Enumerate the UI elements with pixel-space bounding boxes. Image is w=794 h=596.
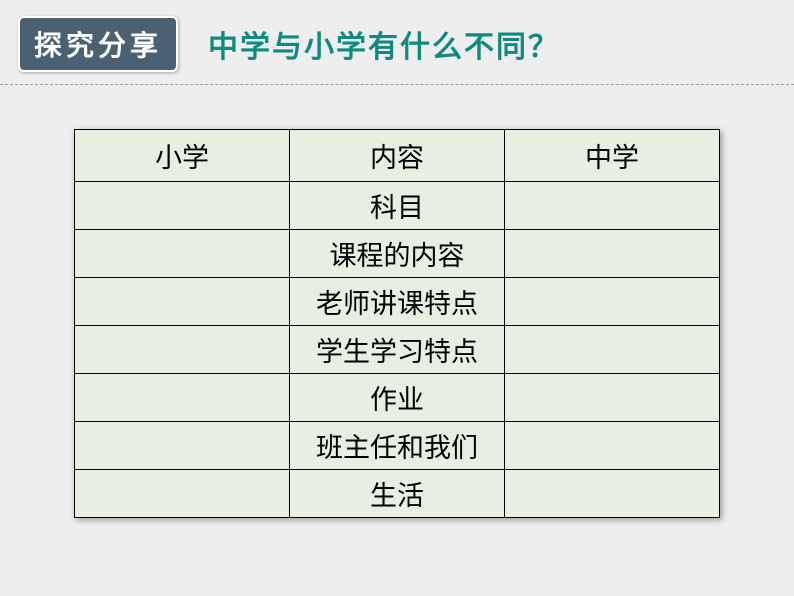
cell: 学生学习特点 [290,326,505,374]
cell: 作业 [290,374,505,422]
cell: 课程的内容 [290,230,505,278]
table-container: 小学 内容 中学 科目 课程的内容 老师讲课特点 学生学习特点 [0,129,794,518]
badge: 探究分享 [18,16,178,72]
cell [75,326,290,374]
cell: 科目 [290,182,505,230]
table-row: 生活 [75,470,720,518]
col-header-2: 中学 [505,130,720,182]
cell [75,278,290,326]
cell [75,470,290,518]
cell [505,182,720,230]
table-row: 老师讲课特点 [75,278,720,326]
cell: 老师讲课特点 [290,278,505,326]
cell: 生活 [290,470,505,518]
table-row: 科目 [75,182,720,230]
table-row: 学生学习特点 [75,326,720,374]
divider [0,84,794,85]
header: 探究分享 中学与小学有什么不同？ [0,0,794,72]
cell [505,374,720,422]
cell [505,326,720,374]
cell [505,422,720,470]
table-row: 班主任和我们 [75,422,720,470]
cell [505,278,720,326]
slide: 探究分享 中学与小学有什么不同？ 小学 内容 中学 科目 课程的内容 老师讲课特 [0,0,794,596]
cell [505,470,720,518]
table-row: 课程的内容 [75,230,720,278]
col-header-0: 小学 [75,130,290,182]
cell [75,182,290,230]
col-header-1: 内容 [290,130,505,182]
comparison-table: 小学 内容 中学 科目 课程的内容 老师讲课特点 学生学习特点 [74,129,720,518]
table-row: 作业 [75,374,720,422]
cell [75,374,290,422]
cell [75,230,290,278]
cell [505,230,720,278]
cell [75,422,290,470]
title: 中学与小学有什么不同？ [208,22,560,66]
table-header-row: 小学 内容 中学 [75,130,720,182]
cell: 班主任和我们 [290,422,505,470]
